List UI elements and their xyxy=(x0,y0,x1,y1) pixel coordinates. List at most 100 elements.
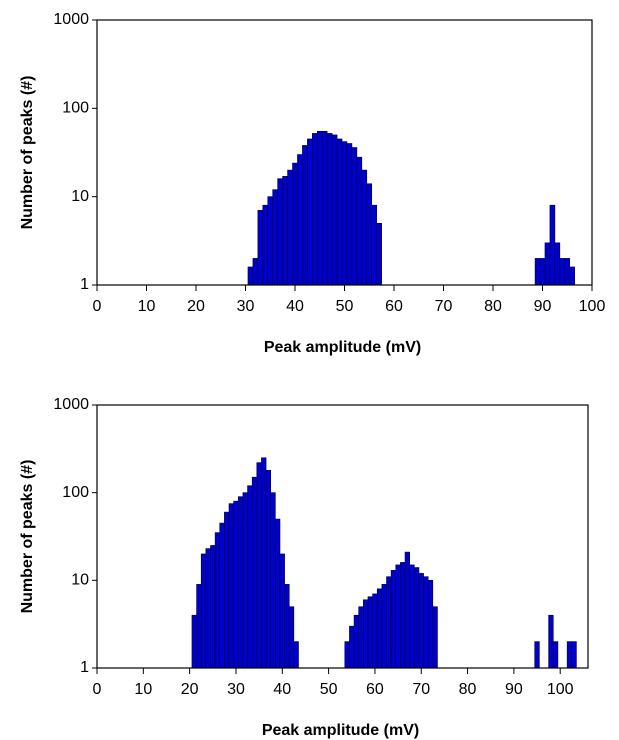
bar xyxy=(287,169,293,286)
bar xyxy=(282,176,288,286)
bar xyxy=(552,641,559,669)
bar xyxy=(341,141,348,286)
bar xyxy=(256,462,262,669)
bar xyxy=(432,606,438,669)
bar xyxy=(210,545,216,669)
bar xyxy=(270,492,276,669)
bar xyxy=(312,133,318,286)
bar xyxy=(331,134,338,286)
plot-frame xyxy=(96,404,589,669)
y-tick-label: 1000 xyxy=(53,396,89,413)
y-tick-label: 1 xyxy=(80,659,89,676)
x-tick-label: 70 xyxy=(412,681,430,698)
bar xyxy=(554,242,561,286)
bar xyxy=(326,133,333,286)
bar xyxy=(409,564,415,669)
x-tick-label: 80 xyxy=(484,298,502,315)
bar xyxy=(321,130,328,286)
x-tick-label: 10 xyxy=(134,681,152,698)
bar xyxy=(351,147,358,286)
bar xyxy=(307,138,313,286)
x-tick-label: 100 xyxy=(579,298,606,315)
x-axis-label: Peak amplitude (mV) xyxy=(264,339,421,356)
x-tick-label: 20 xyxy=(181,681,199,698)
x-tick-label: 90 xyxy=(534,298,552,315)
bar xyxy=(346,143,353,286)
x-tick-label: 50 xyxy=(336,298,354,315)
x-tick-label: 30 xyxy=(237,298,255,315)
bar xyxy=(367,596,373,669)
bar xyxy=(219,522,225,669)
bar xyxy=(413,567,420,669)
bar xyxy=(284,584,290,669)
y-tick-label: 100 xyxy=(62,100,89,117)
y-axis-label: Number of peaks (#) xyxy=(19,460,36,614)
bar xyxy=(418,573,424,669)
x-tick-label: 60 xyxy=(366,681,384,698)
x-tick-label: 30 xyxy=(227,681,245,698)
x-tick-label: 10 xyxy=(138,298,156,315)
bar xyxy=(569,266,575,286)
bar xyxy=(272,189,278,286)
x-tick-label: 50 xyxy=(320,681,338,698)
y-tick-label: 1 xyxy=(80,276,89,293)
bar xyxy=(200,553,207,669)
bar xyxy=(265,469,272,669)
bar xyxy=(390,570,397,669)
bar xyxy=(564,258,571,286)
bar xyxy=(376,222,382,286)
bar xyxy=(247,485,253,669)
bar xyxy=(252,258,259,286)
bar xyxy=(386,576,392,669)
bar xyxy=(336,138,343,286)
bar xyxy=(288,606,295,669)
bar xyxy=(277,178,283,286)
bar xyxy=(381,584,387,669)
x-tick-label: 20 xyxy=(187,298,205,315)
bar xyxy=(534,258,541,286)
bar xyxy=(233,500,239,669)
x-axis-label: Peak amplitude (mV) xyxy=(262,722,419,739)
bar xyxy=(293,641,299,669)
bar xyxy=(559,258,566,286)
bar xyxy=(191,614,197,669)
bar xyxy=(372,593,378,669)
bar xyxy=(395,564,401,669)
bar xyxy=(261,457,267,669)
bar xyxy=(302,145,308,286)
bar xyxy=(358,606,364,669)
bar xyxy=(267,196,274,286)
bar xyxy=(196,584,202,669)
bar xyxy=(427,580,434,669)
bar xyxy=(371,204,377,286)
bar xyxy=(349,625,355,669)
x-tick-label: 40 xyxy=(286,298,304,315)
bar xyxy=(376,588,383,669)
bar xyxy=(228,503,234,669)
bar xyxy=(247,266,254,286)
bar xyxy=(275,518,281,669)
y-tick-label: 1000 xyxy=(53,11,89,28)
x-tick-label: 0 xyxy=(93,681,102,698)
bar xyxy=(242,492,248,669)
bar xyxy=(297,154,303,286)
bar xyxy=(353,614,360,669)
bar xyxy=(292,162,298,286)
bar xyxy=(549,204,556,286)
bar xyxy=(571,641,577,669)
y-tick-label: 10 xyxy=(71,188,89,205)
x-tick-label: 80 xyxy=(459,681,477,698)
bar xyxy=(214,532,221,669)
x-tick-label: 70 xyxy=(435,298,453,315)
bar xyxy=(205,548,211,669)
bar xyxy=(356,156,363,286)
bar xyxy=(548,614,554,669)
bar xyxy=(361,169,368,286)
bar xyxy=(237,496,244,669)
bar xyxy=(251,476,258,669)
y-axis-label: Number of peaks (#) xyxy=(19,76,36,230)
bar xyxy=(400,562,406,669)
bar xyxy=(534,641,540,669)
x-tick-label: 60 xyxy=(385,298,403,315)
